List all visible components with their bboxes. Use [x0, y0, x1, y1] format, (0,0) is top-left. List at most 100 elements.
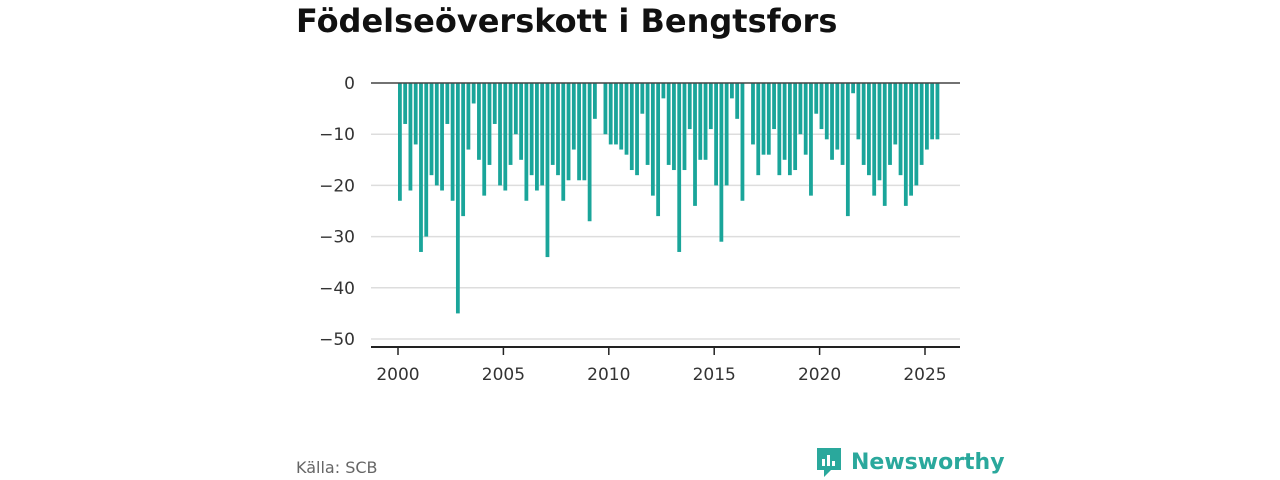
- bar: [914, 83, 919, 186]
- bar: [535, 83, 539, 191]
- bar: [835, 83, 840, 150]
- bar: [408, 83, 413, 191]
- bar: [735, 83, 740, 119]
- bar: [587, 83, 592, 222]
- bar: [603, 83, 608, 135]
- tick-labels: 0 −10 −20 −30 −40 −50 2000 2005 2010 2015 2020 2025: [319, 74, 947, 385]
- bar: [434, 83, 439, 186]
- bar: [766, 83, 771, 155]
- bar: [440, 83, 444, 191]
- bar: [819, 83, 824, 130]
- bar: [624, 83, 629, 155]
- bar: [845, 83, 850, 217]
- bar: [724, 83, 729, 186]
- y-tick-label: −50: [319, 330, 355, 350]
- x-tick-label: 2000: [376, 365, 419, 385]
- bar: [698, 83, 703, 160]
- bars: [398, 83, 940, 314]
- bar: [740, 83, 745, 201]
- bar: [703, 83, 708, 160]
- bar: [656, 83, 661, 217]
- bar: [556, 83, 560, 176]
- bar: [677, 83, 682, 252]
- bar: [777, 83, 782, 176]
- bar: [524, 83, 529, 201]
- bar: [666, 83, 671, 165]
- bar: [888, 83, 892, 165]
- bar: [930, 83, 935, 140]
- bar: [898, 83, 903, 176]
- y-tick-label: 0: [344, 74, 355, 94]
- newsworthy-logo-icon: [817, 448, 841, 477]
- brand-logo[interactable]: Newsworthy: [815, 446, 1005, 478]
- y-tick-label: −30: [319, 228, 355, 248]
- bar: [782, 83, 787, 160]
- bar: [772, 83, 776, 130]
- bar: [424, 83, 429, 237]
- bar: [714, 83, 718, 186]
- bar: [429, 83, 434, 176]
- bar: [582, 83, 587, 181]
- bar: [793, 83, 798, 171]
- x-tick-label: 2010: [587, 365, 630, 385]
- bar: [640, 83, 645, 114]
- bar: [872, 83, 877, 196]
- bar: [935, 83, 940, 140]
- bar: [672, 83, 676, 171]
- bar: [482, 83, 487, 196]
- bar: [650, 83, 655, 196]
- bar: [635, 83, 639, 176]
- bar: [503, 83, 508, 191]
- bar: [445, 83, 450, 124]
- x-tick-label: 2020: [798, 365, 841, 385]
- bar: [882, 83, 887, 206]
- bar: [867, 83, 871, 176]
- bar: [856, 83, 861, 140]
- bar: [861, 83, 866, 165]
- bar: [693, 83, 697, 206]
- bar: [798, 83, 803, 135]
- bar: [893, 83, 898, 145]
- bar: [466, 83, 471, 150]
- bar: [787, 83, 792, 176]
- bar: [492, 83, 497, 124]
- bar: [751, 83, 755, 145]
- bar: [566, 83, 571, 181]
- x-tick-label: 2005: [482, 365, 525, 385]
- bar: [824, 83, 829, 140]
- bar: [730, 83, 734, 99]
- bar: [756, 83, 761, 176]
- bar: [803, 83, 808, 155]
- bar: [682, 83, 687, 171]
- y-tick-label: −40: [319, 279, 355, 299]
- bar: [513, 83, 518, 135]
- bar: [419, 83, 423, 252]
- bar: [877, 83, 882, 181]
- bar: [909, 83, 913, 196]
- brand-name: Newsworthy: [851, 449, 1005, 475]
- bar: [529, 83, 534, 176]
- bar: [545, 83, 550, 258]
- bar: [498, 83, 502, 186]
- bar: [577, 83, 581, 181]
- bar: [619, 83, 624, 150]
- bar: [903, 83, 908, 206]
- bar: [519, 83, 524, 160]
- axes: [371, 82, 960, 355]
- bar: [840, 83, 845, 165]
- y-tick-label: −10: [319, 125, 355, 145]
- bar: [608, 83, 613, 145]
- bar: [645, 83, 650, 165]
- bar: [487, 83, 492, 165]
- bar: [708, 83, 713, 130]
- bar: [629, 83, 634, 171]
- bar: [398, 83, 402, 201]
- chart-title: Födelseöverskott i Bengtsfors: [296, 2, 838, 40]
- bar: [477, 83, 481, 160]
- bar: [919, 83, 924, 165]
- bar: [814, 83, 819, 114]
- source-note: Källa: SCB: [296, 458, 378, 477]
- x-tick-label: 2015: [693, 365, 736, 385]
- bar: [661, 83, 666, 99]
